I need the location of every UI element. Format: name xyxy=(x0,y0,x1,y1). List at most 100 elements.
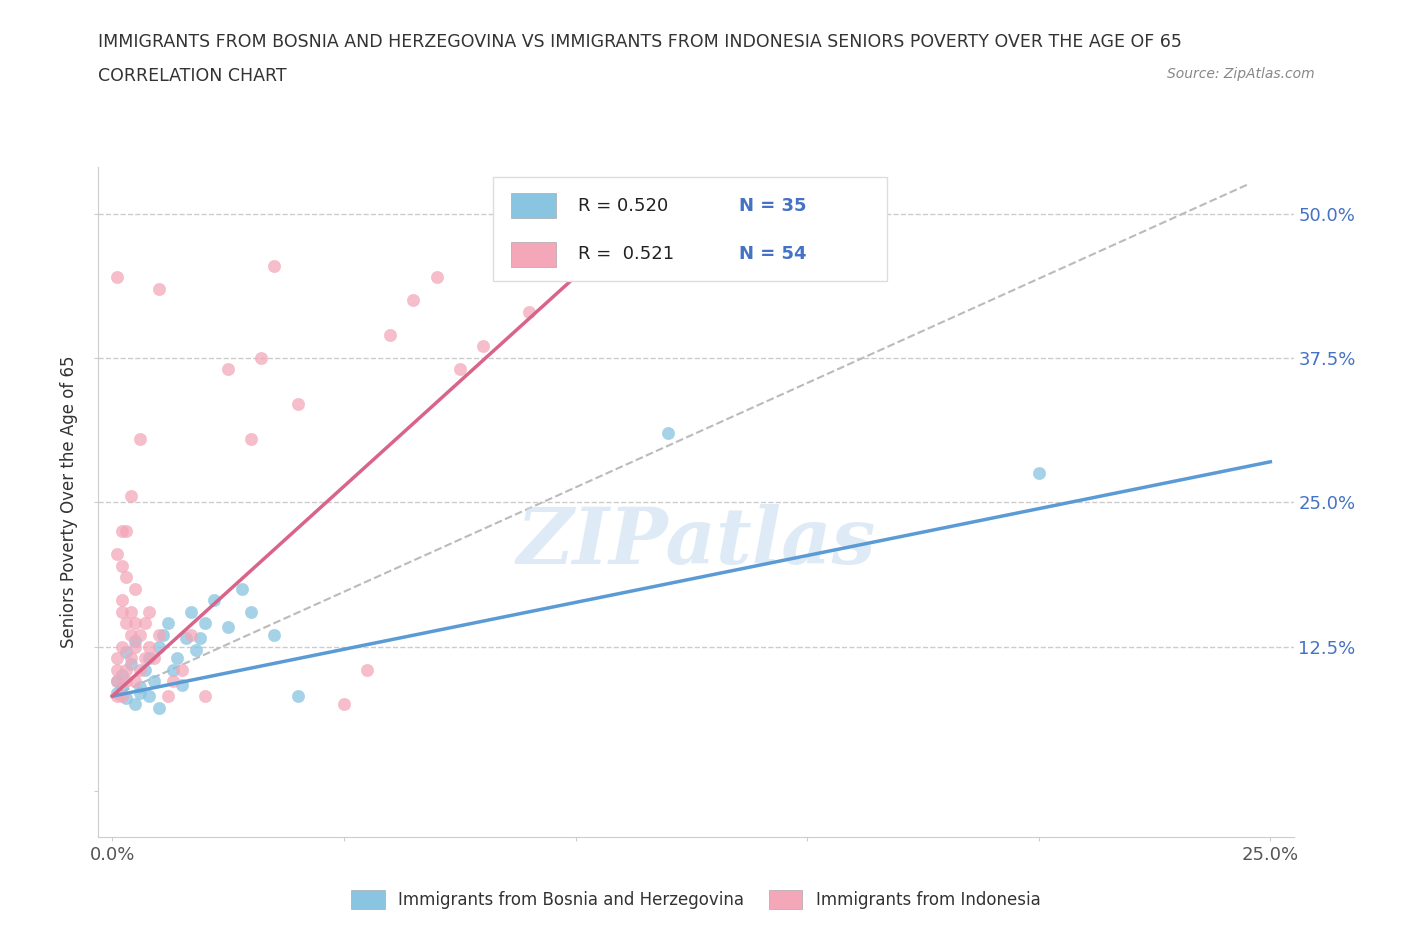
Point xyxy=(162,673,184,688)
Point xyxy=(240,604,263,619)
Point xyxy=(517,304,540,319)
Point xyxy=(138,604,160,619)
Point xyxy=(105,673,128,688)
Point xyxy=(105,651,128,666)
Point xyxy=(120,604,142,619)
Point xyxy=(449,362,471,377)
Point xyxy=(115,524,138,538)
Point xyxy=(138,689,160,704)
Point xyxy=(105,685,128,700)
Point xyxy=(115,662,138,677)
Point xyxy=(110,558,132,573)
Point xyxy=(249,351,271,365)
Point xyxy=(129,680,152,695)
Point xyxy=(120,651,142,666)
Legend: Immigrants from Bosnia and Herzegovina, Immigrants from Indonesia: Immigrants from Bosnia and Herzegovina, … xyxy=(344,884,1047,916)
Point xyxy=(129,432,152,446)
Point xyxy=(124,673,146,688)
Point xyxy=(143,673,166,688)
Text: ZIPatlas: ZIPatlas xyxy=(516,504,876,580)
Point xyxy=(105,673,128,688)
Point xyxy=(188,631,211,645)
Point xyxy=(263,628,285,643)
Point xyxy=(217,619,239,634)
Point xyxy=(287,689,309,704)
Point xyxy=(110,524,132,538)
Point xyxy=(129,662,152,677)
Point xyxy=(148,700,170,715)
Point xyxy=(170,662,193,677)
Point xyxy=(138,639,160,654)
Point xyxy=(166,651,188,666)
Point xyxy=(657,426,679,441)
Point xyxy=(110,604,132,619)
Point xyxy=(152,628,174,643)
Point xyxy=(240,432,263,446)
Text: Source: ZipAtlas.com: Source: ZipAtlas.com xyxy=(1167,67,1315,81)
Point xyxy=(194,689,217,704)
Point xyxy=(120,489,142,504)
Point xyxy=(333,697,356,711)
FancyBboxPatch shape xyxy=(510,242,557,267)
FancyBboxPatch shape xyxy=(510,193,557,219)
Point xyxy=(105,689,128,704)
Point xyxy=(184,643,207,658)
Point xyxy=(156,616,179,631)
Point xyxy=(129,685,152,700)
Point xyxy=(124,697,146,711)
Point xyxy=(124,639,146,654)
Point xyxy=(162,662,184,677)
Point xyxy=(287,396,309,411)
Text: IMMIGRANTS FROM BOSNIA AND HERZEGOVINA VS IMMIGRANTS FROM INDONESIA SENIORS POVE: IMMIGRANTS FROM BOSNIA AND HERZEGOVINA V… xyxy=(98,33,1182,50)
Point xyxy=(134,651,156,666)
Point xyxy=(124,633,146,648)
Point xyxy=(134,616,156,631)
Point xyxy=(110,689,132,704)
Point xyxy=(105,270,128,285)
Point xyxy=(115,673,138,688)
Point xyxy=(148,628,170,643)
Point xyxy=(426,270,449,285)
Point xyxy=(110,639,132,654)
Point xyxy=(1028,466,1050,481)
Point xyxy=(115,644,138,659)
Point xyxy=(202,593,225,608)
Point xyxy=(380,327,402,342)
Text: N = 35: N = 35 xyxy=(740,196,807,215)
Point xyxy=(176,631,198,645)
Point xyxy=(148,639,170,654)
Point xyxy=(564,259,586,273)
Point xyxy=(402,293,425,308)
Point xyxy=(120,657,142,671)
Point xyxy=(263,259,285,273)
Point xyxy=(124,616,146,631)
Point xyxy=(115,616,138,631)
Point xyxy=(124,581,146,596)
FancyBboxPatch shape xyxy=(494,178,887,281)
Point xyxy=(120,628,142,643)
Point xyxy=(105,547,128,562)
Point xyxy=(180,604,202,619)
Point xyxy=(170,677,193,692)
Point xyxy=(231,581,253,596)
Point xyxy=(156,689,179,704)
Point xyxy=(148,281,170,296)
Point xyxy=(110,593,132,608)
Y-axis label: Seniors Poverty Over the Age of 65: Seniors Poverty Over the Age of 65 xyxy=(60,356,79,648)
Text: N = 54: N = 54 xyxy=(740,246,807,263)
Text: R =  0.521: R = 0.521 xyxy=(578,246,673,263)
Point xyxy=(217,362,239,377)
Point xyxy=(115,570,138,585)
Point xyxy=(105,662,128,677)
Point xyxy=(110,668,132,683)
Point xyxy=(143,651,166,666)
Point xyxy=(129,628,152,643)
Point xyxy=(138,651,160,666)
Point xyxy=(110,680,132,695)
Text: R = 0.520: R = 0.520 xyxy=(578,196,668,215)
Point xyxy=(194,616,217,631)
Point xyxy=(356,662,378,677)
Point xyxy=(115,691,138,706)
Point xyxy=(180,628,202,643)
Text: CORRELATION CHART: CORRELATION CHART xyxy=(98,67,287,85)
